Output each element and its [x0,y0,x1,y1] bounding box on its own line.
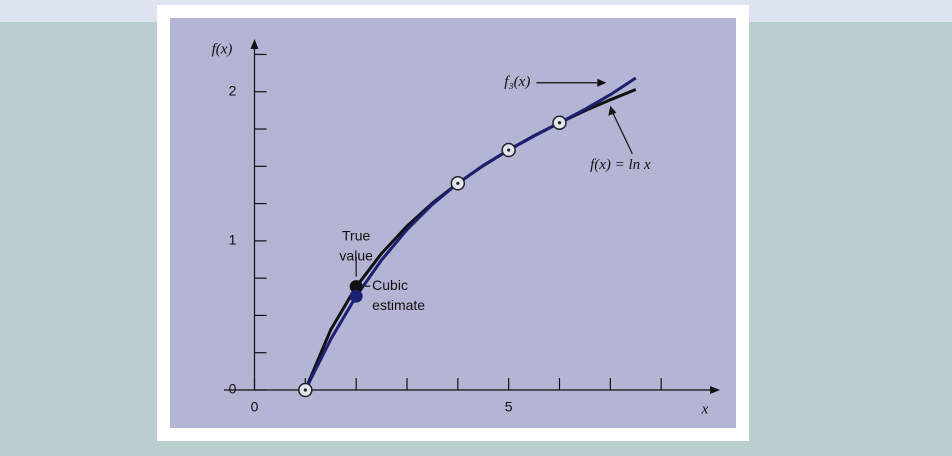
annotation: Cubic [372,277,408,293]
y-tick-label: 1 [229,232,237,248]
highlight-point [350,290,363,303]
y-tick-label: 0 [229,381,237,397]
annotation: estimate [372,297,425,313]
screenshot: f(x) x 05012f₃(x)f(x) = ln xTruevalueCub… [0,0,952,456]
annotation: True [342,227,370,243]
x-tick-label: 5 [505,399,513,415]
y-tick-label: 2 [229,82,237,98]
series-label: f(x) = ln x [590,157,651,173]
y-axis-label: f(x) [212,41,233,57]
data-point-dot [304,388,307,391]
data-point-dot [456,182,459,185]
series-label: f₃(x) [504,74,530,90]
x-axis-label: x [701,401,709,417]
x-tick-label: 0 [251,399,259,415]
page: f(x) x 05012f₃(x)f(x) = ln xTruevalueCub… [0,0,952,456]
data-point-dot [507,148,510,151]
data-point-dot [558,121,561,124]
